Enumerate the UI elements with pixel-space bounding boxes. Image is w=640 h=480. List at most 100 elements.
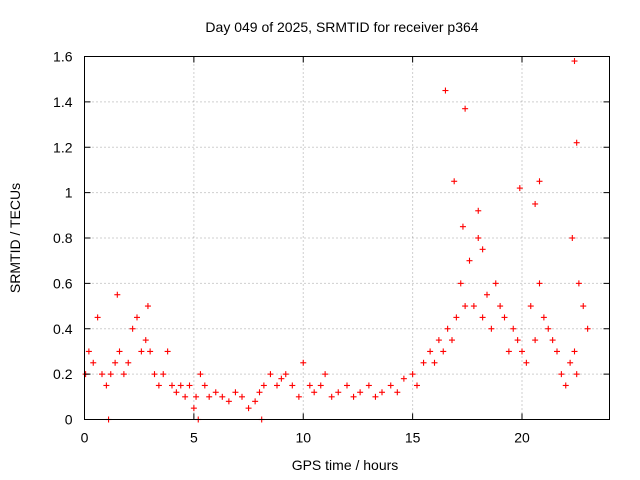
data-point	[540, 314, 547, 321]
data-point	[274, 382, 280, 389]
data-point	[120, 371, 127, 378]
data-point	[558, 371, 565, 378]
x-axis-label: GPS time / hours	[292, 457, 399, 473]
data-point	[306, 382, 313, 389]
data-point	[571, 348, 578, 355]
data-point	[350, 393, 357, 400]
x-tick-label: 0	[81, 430, 89, 446]
x-tick-labels: 0 5 10 15 20	[81, 430, 530, 446]
data-point	[459, 223, 466, 230]
data-point	[112, 359, 119, 366]
data-point	[252, 398, 259, 405]
data-point	[201, 382, 208, 389]
data-point	[94, 314, 101, 321]
data-point	[571, 58, 578, 65]
data-point	[554, 348, 560, 355]
data-point	[151, 371, 158, 378]
data-point	[449, 337, 455, 344]
data-point	[103, 382, 110, 389]
data-point	[573, 139, 580, 146]
data-point	[488, 325, 495, 332]
data-point	[492, 280, 499, 287]
data-point	[475, 207, 482, 214]
x-tick-label: 5	[190, 430, 198, 446]
data-point	[267, 371, 274, 378]
data-point	[225, 398, 232, 405]
y-tick-labels: 0 0.2 0.4 0.6 0.8 1 1.2 1.4 1.6	[53, 49, 73, 428]
data-point	[129, 325, 136, 332]
data-point	[344, 382, 350, 389]
data-point	[155, 382, 162, 389]
data-point	[169, 382, 175, 389]
data-point	[444, 325, 451, 332]
data-point	[379, 389, 385, 396]
data-point	[575, 280, 582, 287]
data-point	[510, 325, 517, 332]
data-point	[142, 337, 149, 344]
data-point	[219, 393, 226, 400]
data-point	[114, 291, 121, 298]
y-tick-label: 0.8	[53, 230, 73, 246]
data-point	[328, 393, 335, 400]
data-point	[125, 359, 132, 366]
data-point	[431, 359, 438, 366]
data-point	[457, 280, 464, 287]
data-point	[466, 257, 473, 264]
data-point	[206, 393, 213, 400]
data-point	[475, 235, 482, 241]
data-point	[256, 389, 263, 396]
data-point	[470, 303, 477, 310]
data-point	[335, 389, 342, 396]
data-point	[177, 382, 184, 389]
data-point	[516, 185, 523, 192]
data-point	[160, 371, 167, 378]
data-point	[484, 291, 490, 298]
data-point	[394, 389, 401, 396]
data-point	[462, 303, 469, 310]
data-point	[322, 371, 329, 378]
x-tick-label: 10	[295, 430, 311, 446]
data-point	[134, 314, 140, 321]
data-point	[420, 359, 427, 366]
data-point	[295, 393, 302, 400]
y-tick-label: 0.2	[53, 366, 73, 382]
data-point	[173, 389, 180, 396]
data-point	[164, 348, 171, 355]
data-point	[85, 348, 92, 355]
data-point	[514, 337, 521, 344]
data-point	[400, 375, 407, 382]
y-tick-label: 1.4	[53, 94, 73, 110]
data-point	[562, 382, 569, 389]
data-point	[138, 348, 145, 355]
data-point	[453, 314, 460, 321]
data-point	[527, 303, 534, 310]
data-point	[147, 348, 154, 355]
data-point	[99, 371, 105, 378]
data-point	[479, 246, 486, 253]
data-point	[519, 348, 525, 355]
x-tick-label: 15	[405, 430, 421, 446]
data-point	[116, 348, 123, 355]
data-points	[82, 58, 591, 423]
data-point	[440, 348, 447, 355]
data-point	[282, 371, 289, 378]
x-tick-label: 20	[514, 430, 530, 446]
data-point	[479, 314, 486, 321]
data-point	[193, 393, 200, 400]
data-point	[536, 280, 543, 287]
data-point	[532, 200, 539, 207]
data-point	[569, 235, 576, 241]
data-point	[497, 303, 504, 310]
data-point	[545, 325, 552, 332]
data-point	[462, 105, 469, 112]
data-point	[289, 382, 296, 389]
data-point	[387, 382, 394, 389]
data-point	[414, 382, 420, 389]
y-tick-label: 1.6	[53, 49, 73, 65]
data-point	[573, 371, 580, 378]
data-point	[311, 389, 318, 396]
data-point	[435, 337, 442, 344]
data-point	[357, 389, 364, 396]
data-point	[317, 382, 324, 389]
